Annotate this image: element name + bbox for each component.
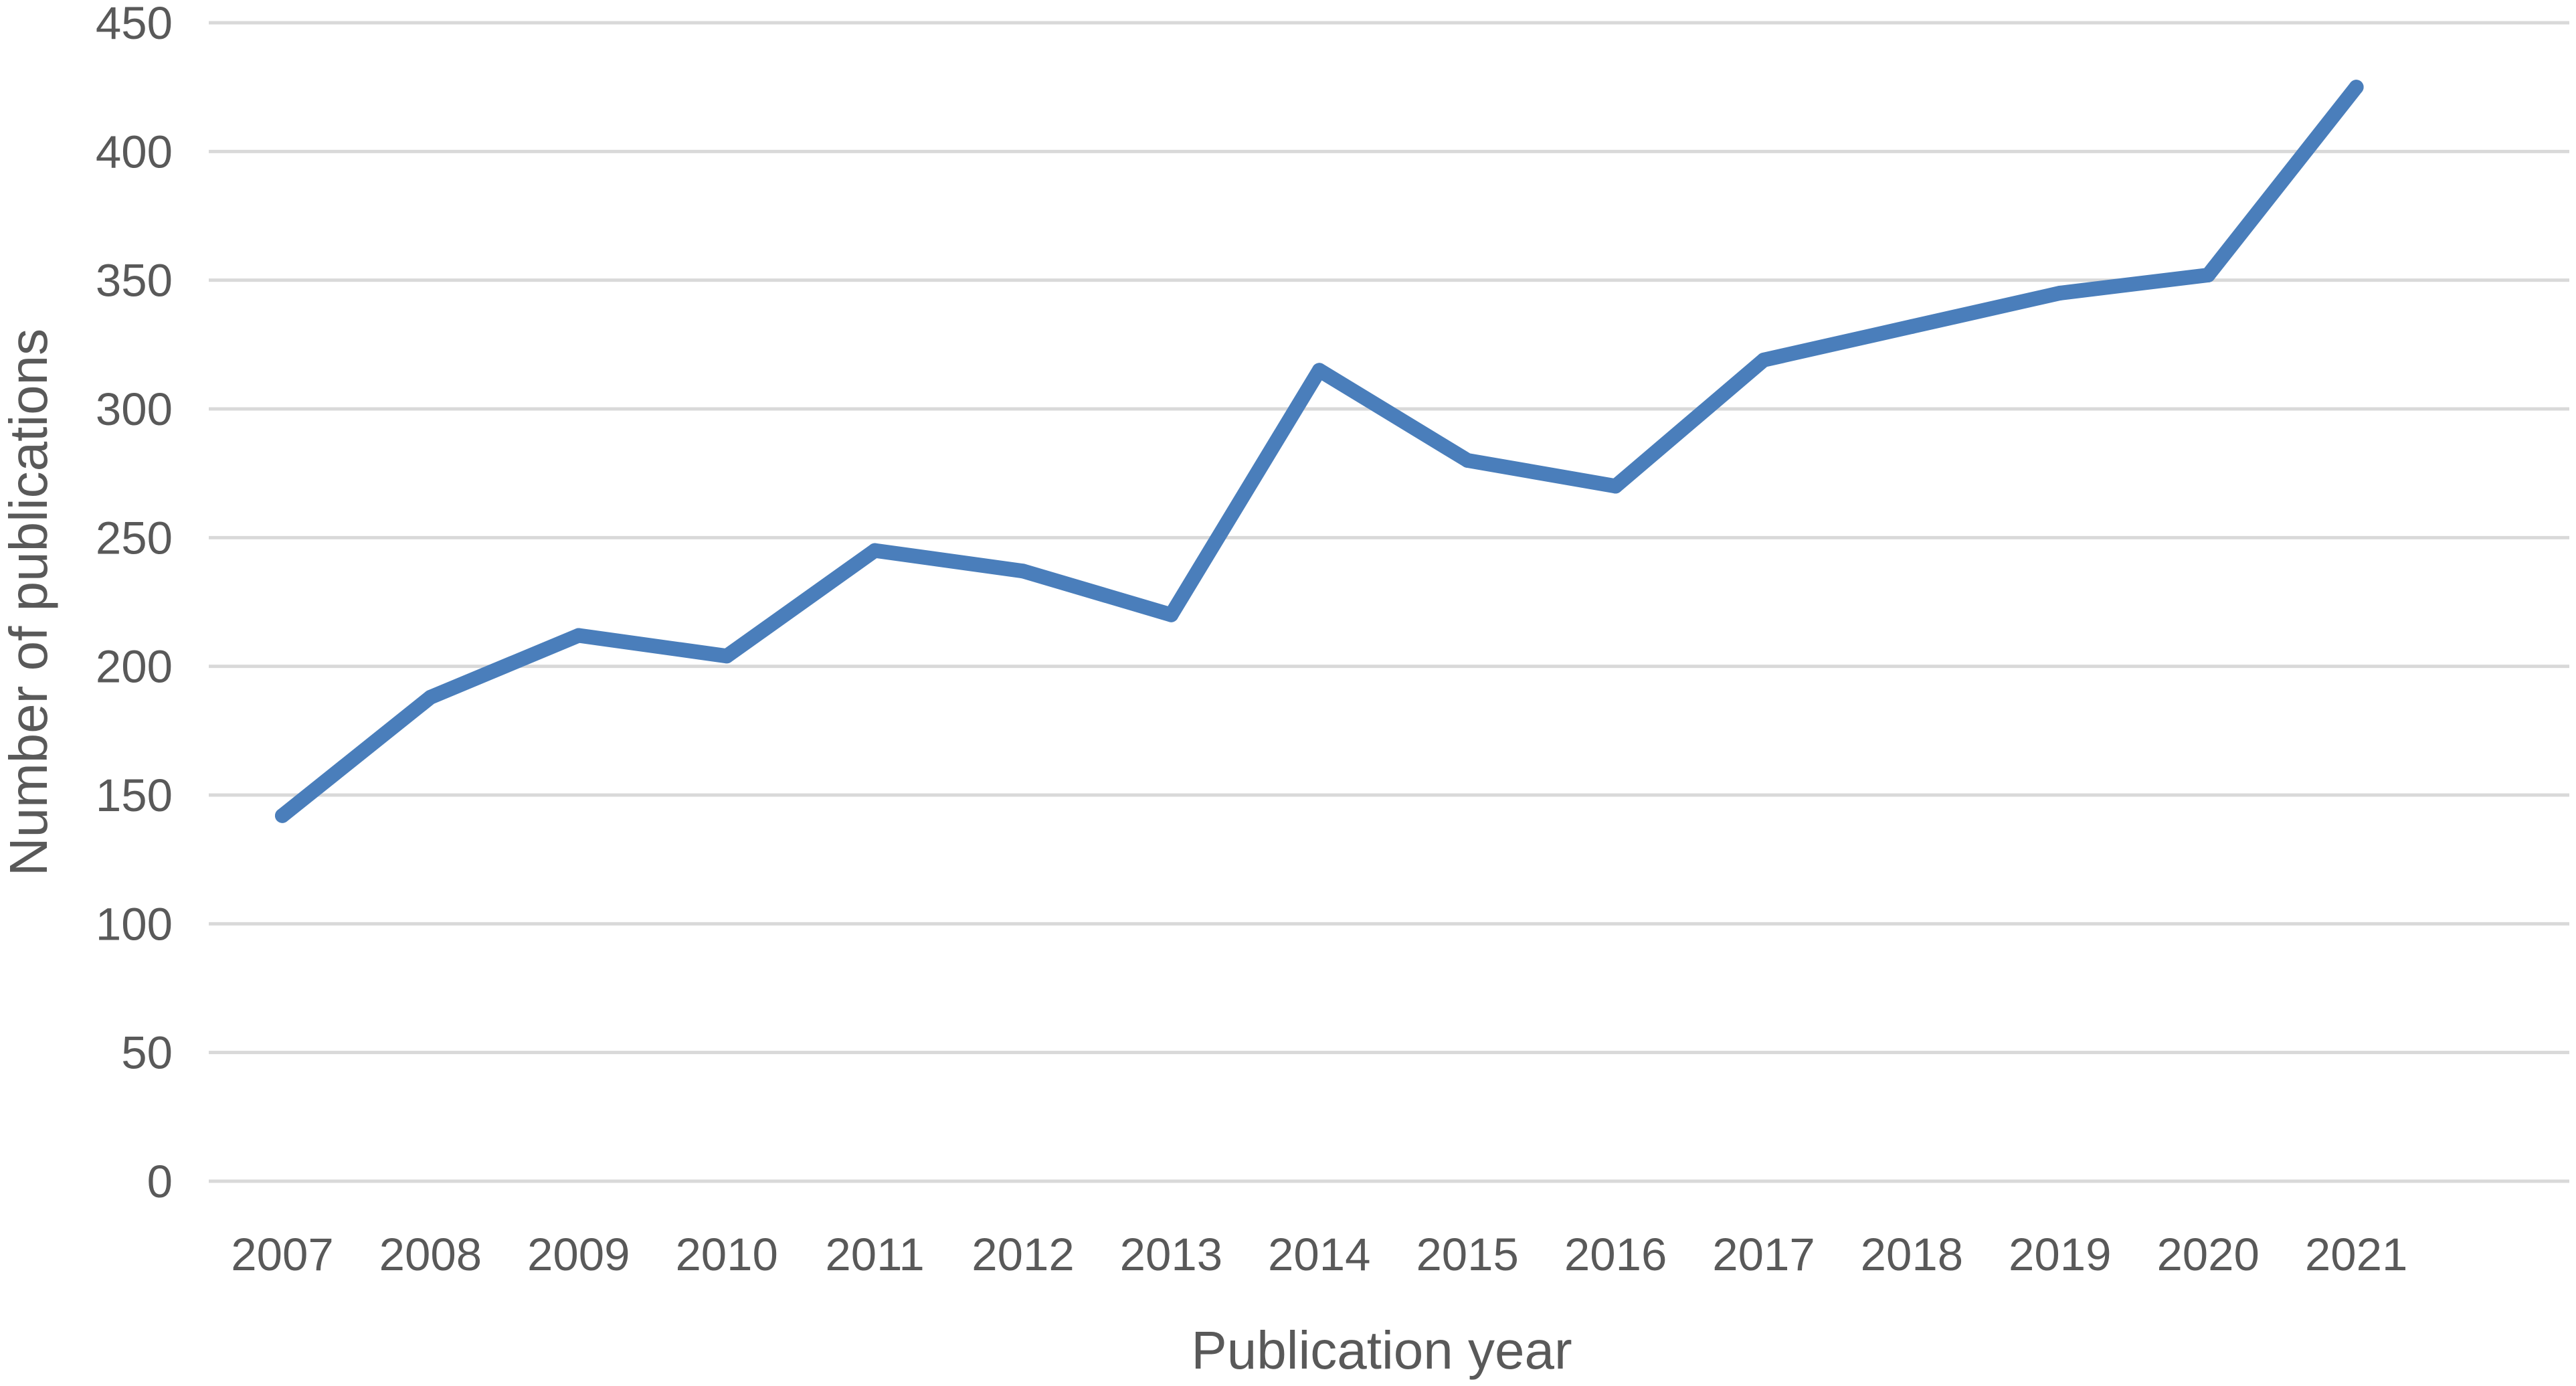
x-tick-label-2014: 2014 xyxy=(1268,1229,1371,1280)
x-tick-label-2013: 2013 xyxy=(1120,1229,1223,1280)
data-point-2013 xyxy=(1164,607,1179,622)
data-point-2014 xyxy=(1311,363,1327,378)
data-point-2015 xyxy=(1460,452,1475,468)
x-tick-label-2017: 2017 xyxy=(1712,1229,1815,1280)
data-point-2020 xyxy=(2201,267,2216,282)
x-axis-title: Publication year xyxy=(1191,1320,1572,1380)
y-tick-label-450: 450 xyxy=(96,0,173,49)
x-tick-label-2010: 2010 xyxy=(675,1229,778,1280)
x-tick-label-2007: 2007 xyxy=(231,1229,334,1280)
data-point-2021 xyxy=(2349,80,2364,95)
x-tick-label-2016: 2016 xyxy=(1564,1229,1667,1280)
y-tick-label-0: 0 xyxy=(147,1156,173,1207)
x-tick-label-2019: 2019 xyxy=(2009,1229,2112,1280)
x-tick-label-2011: 2011 xyxy=(825,1229,924,1280)
x-tick-label-2012: 2012 xyxy=(972,1229,1075,1280)
y-tick-label-100: 100 xyxy=(96,898,173,950)
x-tick-label-2020: 2020 xyxy=(2156,1229,2260,1280)
series-layer xyxy=(275,80,2364,823)
y-tick-label-250: 250 xyxy=(96,512,173,564)
data-point-2018 xyxy=(1904,319,1920,334)
y-axis-title: Number of publications xyxy=(0,329,58,876)
y-tick-label-150: 150 xyxy=(96,770,173,821)
x-tick-label-2009: 2009 xyxy=(527,1229,630,1280)
y-axis-ticks: 0 50 100 150 200 250 300 350 400 450 xyxy=(96,0,173,1207)
y-tick-label-350: 350 xyxy=(96,255,173,307)
y-tick-label-200: 200 xyxy=(96,641,173,693)
data-point-2012 xyxy=(1016,564,1030,579)
data-point-2011 xyxy=(867,543,883,558)
data-point-2017 xyxy=(1756,352,1771,367)
x-tick-label-2018: 2018 xyxy=(1861,1229,1964,1280)
x-axis-ticks: 2007 2008 2009 2010 2011 2012 2013 2014 2015 2016… xyxy=(231,1229,2407,1280)
y-tick-label-400: 400 xyxy=(96,126,173,177)
x-tick-label-2015: 2015 xyxy=(1416,1229,1519,1280)
y-tick-label-300: 300 xyxy=(96,383,173,435)
data-point-2008 xyxy=(423,689,438,705)
data-point-2016 xyxy=(1608,479,1623,494)
x-tick-label-2021: 2021 xyxy=(2305,1229,2408,1280)
data-point-2010 xyxy=(719,648,735,664)
data-point-2019 xyxy=(2052,285,2067,300)
series-line-0 xyxy=(275,80,2364,823)
y-tick-label-50: 50 xyxy=(121,1027,173,1079)
data-point-2009 xyxy=(571,628,586,643)
data-point-2007 xyxy=(275,808,290,823)
gridlines xyxy=(209,21,2569,1183)
x-tick-label-2008: 2008 xyxy=(379,1229,482,1280)
